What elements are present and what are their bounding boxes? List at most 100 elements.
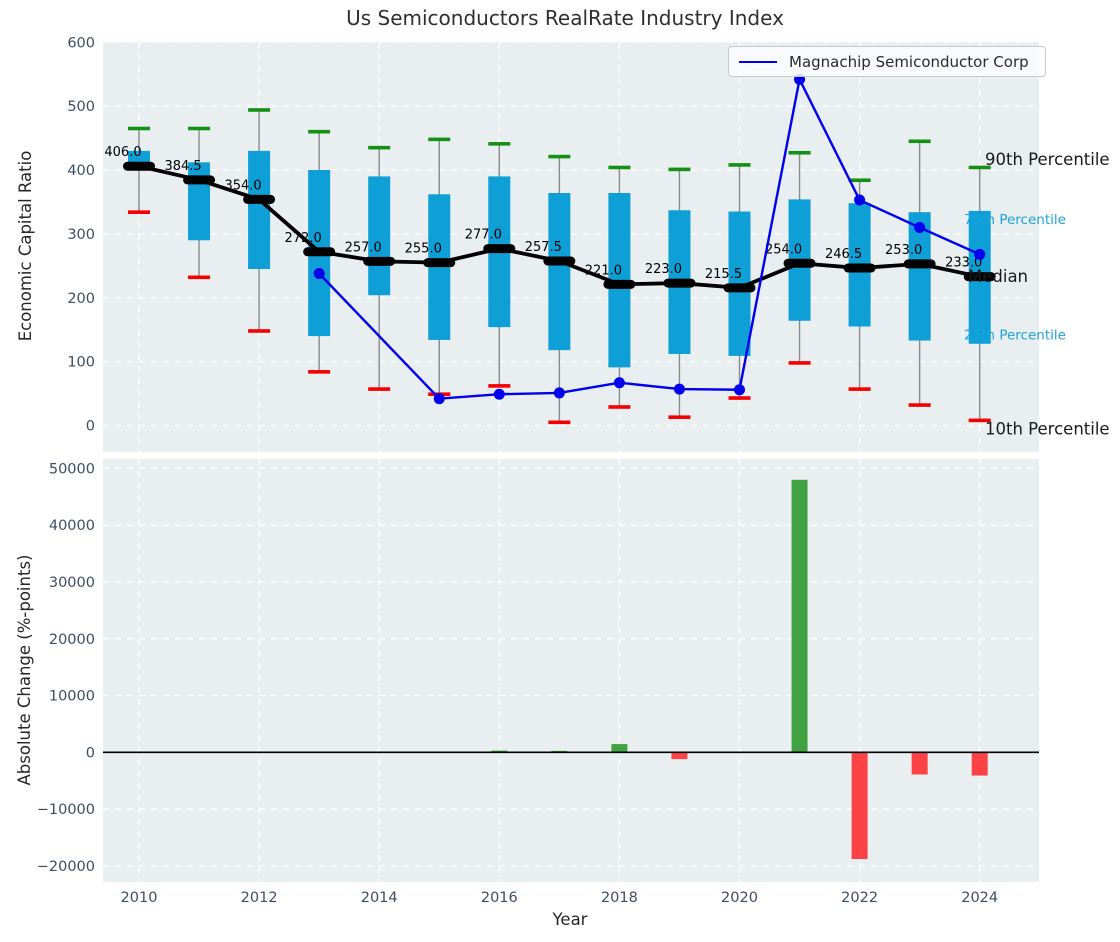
cap-10th-2017	[548, 420, 571, 425]
median-value-label-2023: 253.0	[885, 243, 922, 258]
x-tick-label: 2018	[601, 890, 638, 906]
median-value-label-2013: 272.0	[285, 231, 322, 246]
company-point-2016	[493, 388, 505, 400]
cap-90th-2014	[368, 145, 391, 150]
change-bar-2018	[611, 744, 628, 753]
iqr-box-2014	[368, 176, 391, 296]
cap-90th-2020	[728, 163, 751, 167]
company-point-2023	[914, 222, 926, 234]
cap-10th-2010	[128, 210, 150, 214]
legend: Magnachip Semiconductor Corp	[728, 46, 1046, 77]
annotation-10th-percentile: 10th Percentile	[985, 420, 1110, 439]
company-point-2015	[433, 393, 445, 405]
median-value-label-2014: 257.0	[345, 240, 382, 255]
median-marker-2013	[303, 247, 336, 257]
legend-label: Magnachip Semiconductor Corp	[789, 52, 1029, 71]
company-point-2013	[313, 267, 325, 279]
cap-90th-2024	[968, 165, 991, 170]
top-y-tick-label: 600	[67, 35, 95, 51]
median-value-label-2022: 246.5	[825, 247, 862, 262]
median-marker-2022	[843, 263, 876, 273]
cap-90th-2010	[128, 126, 150, 131]
median-marker-2018	[603, 279, 636, 289]
median-value-label-2010: 406.0	[104, 145, 141, 160]
bottom-y-axis-label: Absolute Change (%-points)	[15, 554, 34, 786]
cap-10th-2018	[608, 405, 631, 409]
x-tick-label: 2016	[481, 890, 518, 906]
median-value-label-2017: 257.5	[525, 240, 562, 255]
chart-title: Us Semiconductors RealRate Industry Inde…	[346, 6, 784, 30]
iqr-box-2012	[248, 150, 271, 270]
x-tick-label: 2012	[241, 890, 278, 906]
median-marker-2017	[543, 256, 576, 266]
bottom-y-tick-label: 30000	[49, 575, 95, 591]
change-bar-2023	[911, 752, 928, 775]
cap-10th-2020	[728, 396, 751, 400]
cap-10th-2016	[488, 384, 511, 388]
median-value-label-2020: 215.5	[705, 267, 742, 282]
x-tick-label: 2024	[961, 890, 998, 906]
median-marker-2014	[363, 256, 396, 266]
cap-10th-2014	[368, 387, 391, 391]
cap-10th-2021	[788, 361, 811, 365]
bottom-y-tick-label: −20000	[37, 859, 95, 875]
company-point-2020	[734, 384, 745, 396]
median-value-label-2015: 255.0	[405, 242, 442, 257]
bottom-axes-background	[103, 459, 1039, 882]
median-value-label-2021: 254.0	[765, 242, 802, 257]
x-tick-label: 2010	[121, 890, 158, 906]
cap-90th-2017	[548, 154, 571, 159]
change-bar-2021	[791, 479, 808, 753]
top-y-tick-label: 500	[67, 99, 95, 115]
cap-90th-2019	[668, 167, 691, 172]
company-point-2022	[854, 194, 866, 206]
cap-90th-2011	[188, 126, 211, 131]
cap-90th-2013	[308, 129, 331, 134]
iqr-box-2017	[548, 193, 571, 351]
cap-90th-2022	[848, 178, 871, 183]
bottom-y-tick-label: 10000	[49, 689, 95, 705]
median-marker-2023	[903, 259, 936, 269]
cap-10th-2023	[908, 403, 931, 407]
bottom-y-tick-label: −10000	[37, 802, 95, 818]
median-marker-2015	[423, 258, 456, 268]
median-value-label-2012: 354.0	[224, 178, 261, 193]
company-point-2019	[673, 383, 685, 395]
top-y-tick-label: 300	[67, 227, 95, 243]
annotation-25th-percentile: 25th Percentile	[964, 328, 1066, 344]
top-y-tick-label: 0	[86, 419, 95, 435]
x-tick-label: 2014	[361, 890, 398, 906]
top-y-tick-label: 200	[67, 291, 95, 307]
company-point-2017	[553, 387, 565, 399]
x-tick-label: 2020	[721, 890, 758, 906]
change-bar-2022	[851, 752, 868, 860]
median-marker-2019	[663, 278, 696, 288]
top-y-tick-label: 100	[67, 355, 95, 371]
company-point-2018	[613, 377, 625, 389]
cap-10th-2011	[188, 275, 211, 280]
x-tick-label: 2022	[841, 890, 878, 906]
company-point-2024	[974, 248, 986, 260]
annotation-90th-percentile: 90th Percentile	[985, 150, 1110, 169]
cap-90th-2021	[788, 150, 811, 155]
top-y-axis-label: Economic Capital Ratio	[16, 150, 35, 342]
median-value-label-2018: 221.0	[585, 263, 622, 278]
annotation-75th-percentile: 75th Percentile	[964, 212, 1066, 228]
cap-10th-2022	[848, 387, 871, 391]
top-y-tick-label: 400	[67, 163, 95, 179]
median-value-label-2016: 277.0	[465, 228, 502, 243]
cap-10th-2013	[308, 370, 331, 374]
change-bar-2024	[971, 752, 988, 776]
legend-line-swatch-icon	[739, 60, 777, 63]
cap-90th-2016	[488, 142, 511, 146]
x-axis-label: Year	[552, 910, 588, 929]
cap-90th-2015	[428, 137, 451, 142]
median-marker-2011	[183, 175, 216, 185]
bottom-y-tick-label: 50000	[49, 461, 95, 477]
median-marker-2012	[243, 194, 276, 204]
median-value-label-2019: 223.0	[645, 262, 682, 277]
median-marker-2016	[483, 244, 516, 254]
cap-90th-2023	[908, 139, 931, 144]
